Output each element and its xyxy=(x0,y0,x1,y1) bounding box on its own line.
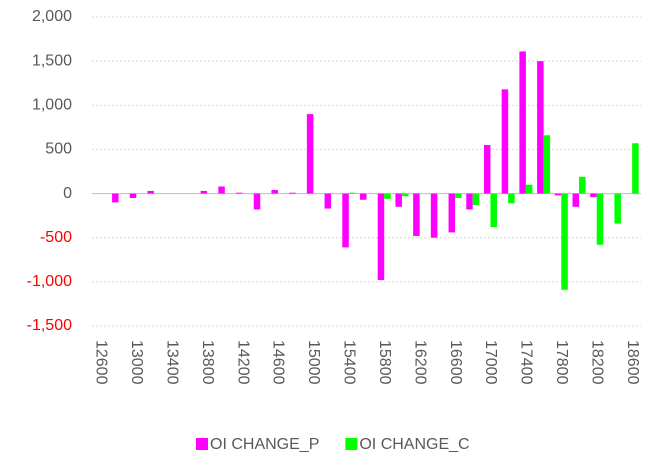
bar xyxy=(508,193,515,204)
bar xyxy=(579,176,586,194)
bar xyxy=(632,143,639,194)
bar xyxy=(448,193,456,233)
bar xyxy=(348,192,356,194)
bar xyxy=(596,193,604,245)
bar xyxy=(413,193,420,236)
x-tick-label: 15400 xyxy=(341,340,358,385)
bar xyxy=(147,190,154,194)
bar xyxy=(590,193,597,198)
bar xyxy=(483,145,491,194)
bar xyxy=(614,193,621,224)
bar xyxy=(253,193,261,210)
bar xyxy=(324,193,332,209)
bar xyxy=(519,51,526,194)
x-tick-label: 15000 xyxy=(305,340,322,385)
bar xyxy=(377,193,385,281)
bar xyxy=(289,192,296,194)
bar xyxy=(543,135,551,194)
legend-swatch xyxy=(345,438,358,450)
bar xyxy=(561,193,568,290)
bar xyxy=(455,193,462,198)
bar xyxy=(466,193,473,210)
y-tick-label: -1,000 xyxy=(27,273,72,290)
x-tick-label: 16200 xyxy=(411,340,428,385)
bar xyxy=(342,193,349,248)
bar xyxy=(401,193,409,197)
x-tick-label: 13800 xyxy=(199,340,216,385)
bar xyxy=(360,193,367,200)
x-tick-label: 17800 xyxy=(553,340,570,385)
bar xyxy=(218,186,225,194)
y-tick-label: -500 xyxy=(40,229,72,246)
bar xyxy=(490,193,497,228)
bar xyxy=(200,190,208,194)
x-tick-label: 14200 xyxy=(234,340,251,385)
legend-label: OI CHANGE_P xyxy=(210,436,319,453)
bar xyxy=(236,192,243,194)
y-tick-label: 500 xyxy=(45,141,72,158)
bar xyxy=(501,89,509,194)
bar xyxy=(129,193,137,198)
bar xyxy=(554,193,562,196)
x-tick-label: 14600 xyxy=(270,340,287,385)
bar xyxy=(525,184,533,194)
x-tick-label: 17000 xyxy=(482,340,499,385)
x-tick-label: 15800 xyxy=(376,340,393,385)
x-tick-label: 12600 xyxy=(93,340,110,385)
x-tick-label: 13000 xyxy=(128,340,145,385)
bar xyxy=(384,193,391,199)
x-tick-label: 13400 xyxy=(163,340,180,385)
bar xyxy=(537,61,544,194)
y-tick-label: 1,500 xyxy=(32,52,72,69)
legend-swatch xyxy=(196,438,208,450)
bar xyxy=(306,114,314,194)
y-tick-label: 1,000 xyxy=(32,97,72,114)
y-tick-label: 2,000 xyxy=(32,8,72,25)
bar xyxy=(430,193,438,238)
x-tick-label: 18600 xyxy=(624,340,641,385)
bar xyxy=(472,193,480,206)
x-tick-label: 18200 xyxy=(588,340,605,385)
x-tick-label: 17400 xyxy=(518,340,535,385)
bar xyxy=(112,193,119,203)
y-tick-label: -1,500 xyxy=(27,317,72,334)
legend-label: OI CHANGE_C xyxy=(359,436,469,453)
x-tick-label: 16600 xyxy=(447,340,464,385)
bar xyxy=(572,193,580,207)
bar xyxy=(395,193,402,207)
y-tick-label: 0 xyxy=(63,185,72,202)
bar xyxy=(271,190,278,194)
